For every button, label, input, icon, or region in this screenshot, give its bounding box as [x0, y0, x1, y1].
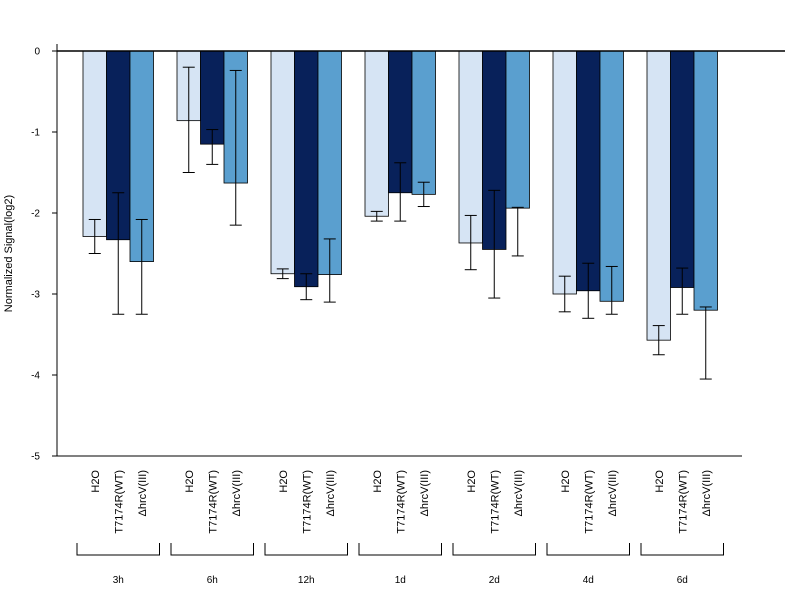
series-label: H2O	[278, 470, 290, 493]
series-label: H2O	[560, 470, 572, 493]
y-tick-label: -1	[31, 128, 40, 139]
series-label: T7174R(WT)	[113, 470, 125, 534]
series-label: H2O	[90, 470, 102, 493]
group-label: 2d	[489, 575, 500, 586]
series-label: ΔhrcV(III)	[419, 470, 431, 516]
y-tick-label: -5	[31, 452, 40, 463]
series-label: ΔhrcV(III)	[137, 470, 149, 516]
y-tick-label: -2	[31, 209, 40, 220]
y-tick-label: -3	[31, 290, 40, 301]
y-tick-label: -4	[31, 371, 40, 382]
series-label: ΔhrcV(III)	[325, 470, 337, 516]
y-axis-title: Normalized Signal(log2)	[3, 195, 15, 312]
group-bracket	[640, 543, 724, 556]
bar	[599, 50, 624, 302]
series-label: H2O	[372, 470, 384, 493]
bar	[82, 50, 107, 237]
series-label: T7174R(WT)	[583, 470, 595, 534]
group-label: 4d	[583, 575, 594, 586]
group-label: 1d	[395, 575, 406, 586]
bar	[576, 50, 601, 292]
bar	[505, 50, 530, 209]
series-label: H2O	[654, 470, 666, 493]
series-label: ΔhrcV(III)	[513, 470, 525, 516]
bar	[646, 50, 671, 341]
group-label: 6h	[207, 575, 218, 586]
series-label: ΔhrcV(III)	[701, 470, 713, 516]
y-tick-label: 0	[34, 47, 40, 58]
group-label: 12h	[298, 575, 315, 586]
bar	[670, 50, 695, 288]
series-label: ΔhrcV(III)	[231, 470, 243, 516]
series-label: T7174R(WT)	[207, 470, 219, 534]
bar	[458, 50, 483, 244]
group-label: 6d	[677, 575, 688, 586]
group-bracket	[264, 543, 348, 556]
bar	[364, 50, 389, 217]
series-label: T7174R(WT)	[395, 470, 407, 534]
group-bracket	[170, 543, 254, 556]
bar	[552, 50, 577, 295]
group-bracket	[452, 543, 536, 556]
series-label: H2O	[184, 470, 196, 493]
group-bracket	[546, 543, 630, 556]
series-label: T7174R(WT)	[489, 470, 501, 534]
series-label: T7174R(WT)	[301, 470, 313, 534]
series-label: H2O	[466, 470, 478, 493]
bar	[693, 50, 718, 311]
series-label: ΔhrcV(III)	[607, 470, 619, 516]
group-bracket	[76, 543, 160, 556]
group-label: 3h	[113, 575, 124, 586]
group-bracket	[358, 543, 442, 556]
bar	[270, 50, 295, 275]
bar	[411, 50, 436, 195]
bar	[294, 50, 319, 288]
series-label: T7174R(WT)	[677, 470, 689, 534]
